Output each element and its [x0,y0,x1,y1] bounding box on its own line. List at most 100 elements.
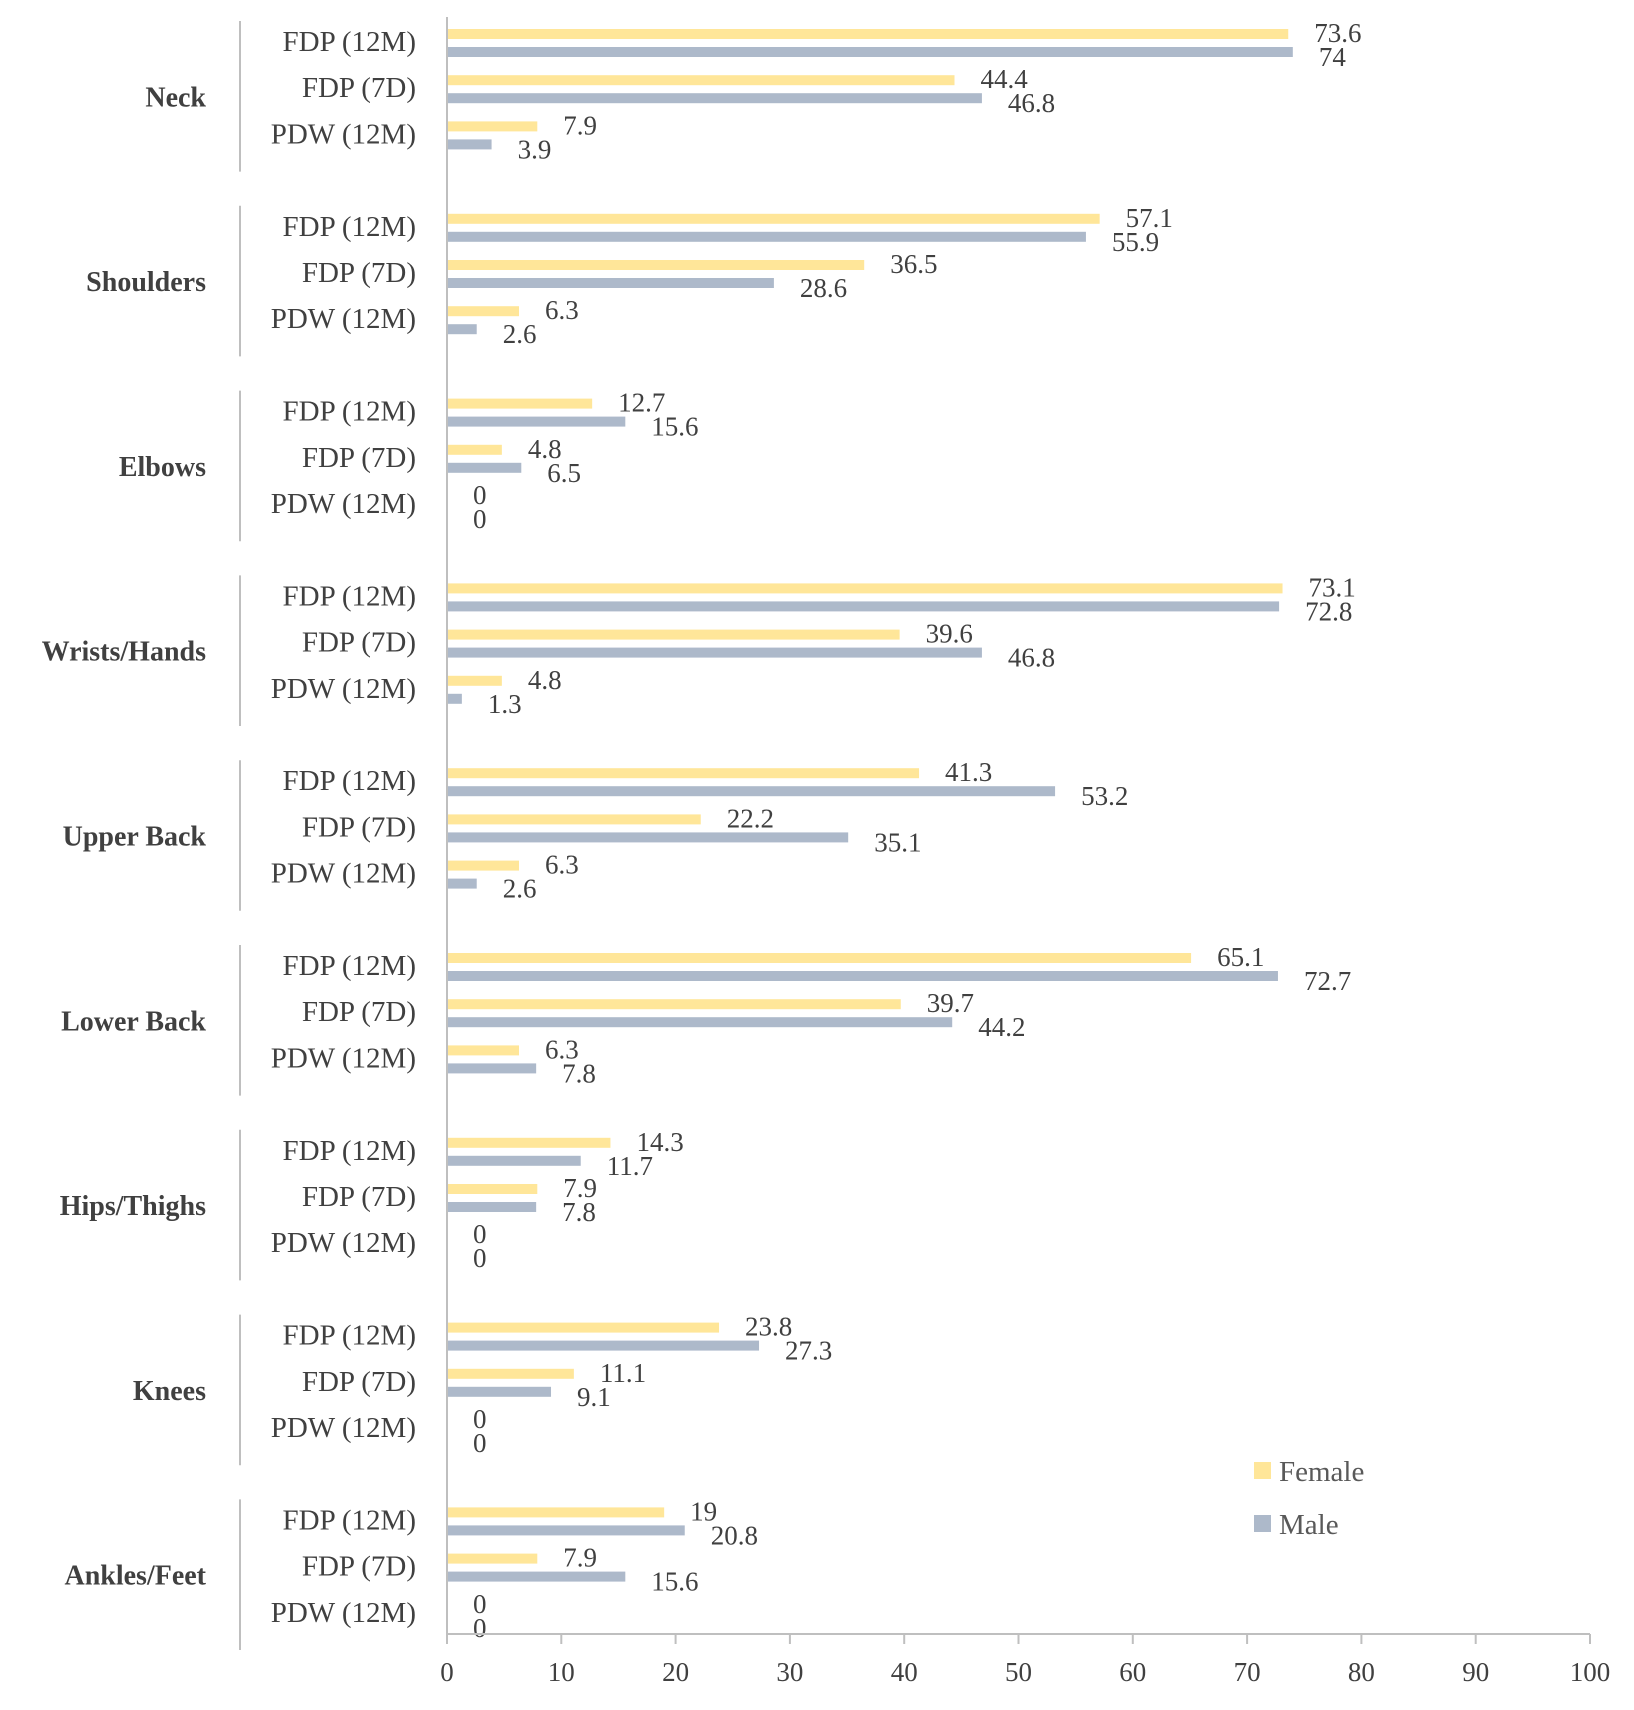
x-tick-label: 80 [1348,1657,1375,1687]
subcategory-label: FDP (12M) [283,26,416,58]
legend-swatch-male [1254,1515,1271,1532]
bar-male-lower-back-0 [447,971,1278,981]
data-label-female: 23.8 [745,1312,792,1342]
x-tick-label: 30 [776,1657,803,1687]
subcategory-label: PDW (12M) [271,488,416,520]
bar-female-wrists-hands-1 [447,629,900,640]
data-label-female: 7.9 [563,110,597,140]
data-label-male: 0 [473,1613,487,1643]
x-tick-label: 50 [1005,1657,1032,1687]
axis-layer [239,17,1591,1650]
bar-female-neck-0 [447,29,1289,39]
bar-male-lower-back-1 [447,1017,953,1028]
data-label-female: 73.6 [1314,18,1361,48]
subcategory-label: FDP (12M) [283,396,416,428]
data-label-male: 27.3 [785,1336,832,1366]
data-label-male: 6.5 [547,458,581,488]
data-label-female: 57.1 [1126,203,1173,233]
bar-female-shoulders-0 [447,213,1100,224]
subcategory-label: FDP (7D) [302,996,416,1028]
data-label-male: 15.6 [651,1567,698,1597]
data-label-male: 0 [473,504,487,534]
x-tick-label: 90 [1462,1657,1489,1687]
bar-male-shoulders-2 [447,324,477,335]
bar-male-wrists-hands-0 [447,601,1280,612]
data-label-male: 53.2 [1081,781,1128,811]
x-tick-label: 60 [1119,1657,1146,1687]
data-label-female: 0 [473,1404,487,1434]
data-label-male: 72.7 [1304,966,1351,996]
subcategory-label: FDP (7D) [302,811,416,843]
data-label-female: 4.8 [528,434,562,464]
bar-female-shoulders-2 [447,306,520,317]
bar-male-ankles-feet-1 [447,1571,626,1582]
data-label-male: 44.2 [978,1012,1025,1042]
x-tick-label: 10 [548,1657,575,1687]
subcategory-label: PDW (12M) [271,1597,416,1629]
subcategory-label: FDP (7D) [302,1551,416,1583]
data-label-male: 28.6 [800,273,847,303]
group-label-ankles-feet: Ankles/Feet [64,1561,206,1592]
data-label-male: 46.8 [1008,88,1055,118]
data-label-female: 6.3 [545,1034,579,1064]
subcategory-label: FDP (12M) [283,1135,416,1167]
data-label-female: 12.7 [618,388,665,418]
subcategory-label: PDW (12M) [271,118,416,150]
data-label-female: 6.3 [545,295,579,325]
subcategory-label: FDP (7D) [302,257,416,289]
group-label-elbows: Elbows [119,452,206,483]
bar-female-ankles-feet-1 [447,1553,538,1564]
bar-female-upper-back-0 [447,768,920,779]
bar-male-wrists-hands-1 [447,647,982,658]
subcategory-label: PDW (12M) [271,673,416,705]
bar-female-lower-back-0 [447,953,1192,963]
data-label-female: 0 [473,1589,487,1619]
data-label-male: 46.8 [1008,643,1055,673]
bar-female-upper-back-2 [447,860,520,871]
bar-male-knees-0 [447,1340,760,1351]
bar-female-hips-thighs-0 [447,1137,611,1148]
data-label-female: 6.3 [545,850,579,880]
subcategory-label: PDW (12M) [271,1412,416,1444]
group-label-neck: Neck [145,82,206,113]
bar-male-upper-back-2 [447,878,477,889]
subcategory-label: FDP (7D) [302,442,416,474]
data-label-female: 4.8 [528,665,562,695]
data-label-female: 73.1 [1309,572,1356,602]
subcategory-label: FDP (12M) [283,1320,416,1352]
subcategory-label: FDP (12M) [283,580,416,612]
data-label-female: 36.5 [890,249,937,279]
bar-male-neck-0 [447,47,1293,57]
bar-female-ankles-feet-0 [447,1507,665,1518]
data-label-female: 19 [690,1496,717,1526]
bar-male-ankles-feet-0 [447,1525,685,1536]
subcategory-label: FDP (7D) [302,72,416,104]
subcategory-label: FDP (12M) [283,1504,416,1536]
legend: Female Male [1254,1456,1364,1541]
bar-female-hips-thighs-1 [447,1184,538,1194]
bar-female-wrists-hands-2 [447,675,502,686]
data-label-female: 41.3 [945,757,992,787]
x-tick-label: 0 [440,1657,454,1687]
data-label-male: 55.9 [1112,227,1159,257]
data-label-female: 22.2 [727,803,774,833]
group-label-knees: Knees [133,1376,206,1407]
group-label-hips-thighs: Hips/Thighs [60,1191,206,1222]
bar-male-neck-1 [447,93,982,104]
data-label-male: 74 [1319,42,1347,72]
data-label-female: 7.9 [563,1543,597,1573]
bar-female-knees-0 [447,1322,720,1333]
data-label-male: 0 [473,1428,487,1458]
x-tick-label: 20 [662,1657,689,1687]
data-label-female: 44.4 [980,64,1028,94]
x-tick-label: 40 [891,1657,918,1687]
data-label-male: 7.8 [562,1058,596,1088]
bar-male-shoulders-0 [447,231,1086,242]
bar-male-knees-1 [447,1386,552,1397]
bar-male-lower-back-2 [447,1063,537,1074]
data-label-female: 7.9 [563,1173,597,1203]
data-label-male: 35.1 [874,827,921,857]
data-label-male: 1.3 [488,689,522,719]
